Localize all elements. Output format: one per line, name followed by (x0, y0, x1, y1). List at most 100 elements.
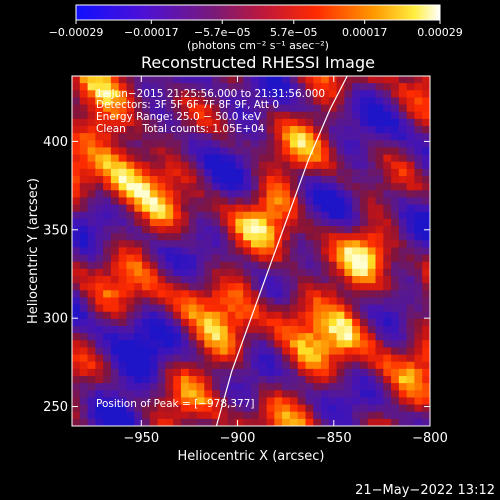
heatmap-cell (235, 297, 244, 305)
heatmap-cell (398, 76, 408, 84)
heatmap-cell (305, 97, 314, 105)
heatmap-cell (266, 97, 275, 105)
heatmap-cell (103, 104, 112, 113)
heatmap-cell (359, 154, 369, 163)
heatmap-cell (180, 118, 190, 127)
heatmap-cell (336, 304, 345, 313)
heatmap-cell (328, 161, 338, 170)
heatmap-cell (422, 354, 430, 363)
heatmap-cell (188, 361, 197, 370)
heatmap-cell (305, 390, 314, 398)
heatmap-cell (367, 218, 376, 227)
heatmap-cell (375, 326, 384, 334)
heatmap-cell (219, 240, 229, 248)
heatmap-cell (406, 247, 415, 255)
heatmap-cell (391, 318, 400, 327)
heatmap-cell (79, 176, 88, 184)
heatmap-cell (258, 304, 267, 313)
heatmap-cell (414, 411, 423, 420)
heatmap-cell (375, 118, 384, 127)
heatmap-cell (266, 268, 275, 277)
heatmap-cell (344, 126, 353, 134)
heatmap-cell (95, 211, 104, 220)
heatmap-cell (180, 283, 190, 291)
heatmap-cell (110, 140, 120, 148)
heatmap-cell (422, 140, 430, 148)
heatmap-cell (103, 197, 112, 205)
heatmap-cell (352, 154, 361, 163)
heatmap-cell (336, 204, 345, 213)
heatmap-cell (103, 211, 112, 220)
heatmap-cell (149, 404, 159, 413)
heatmap-cell (118, 368, 127, 377)
heatmap-cell (406, 111, 415, 120)
heatmap-cell (110, 147, 120, 155)
heatmap-cell (243, 133, 252, 141)
heatmap-cell (398, 418, 408, 426)
heatmap-cell (188, 354, 197, 363)
heatmap-cell (227, 76, 236, 84)
heatmap-cell (173, 197, 182, 205)
heatmap-cell (72, 397, 81, 405)
heatmap-cell (95, 76, 104, 84)
heatmap-cell (383, 161, 392, 170)
heatmap-cell (196, 383, 205, 391)
heatmap-cell (321, 283, 330, 291)
heatmap-cell (204, 268, 213, 277)
heatmap-cell (289, 261, 299, 270)
heatmap-cell (72, 411, 81, 420)
heatmap-cell (313, 333, 322, 341)
heatmap-cell (328, 411, 338, 420)
heatmap-cell (282, 226, 291, 234)
heatmap-cell (212, 147, 221, 155)
heatmap-cell (297, 333, 306, 341)
heatmap-cell (196, 404, 205, 413)
heatmap-cell (118, 361, 127, 370)
heatmap-cell (134, 104, 143, 113)
heatmap-cell (336, 361, 345, 370)
heatmap-cell (110, 261, 120, 270)
heatmap-cell (110, 111, 120, 120)
heatmap-cell (297, 318, 306, 327)
heatmap-cell (243, 97, 252, 105)
heatmap-cell (243, 304, 252, 313)
heatmap-cell (328, 140, 338, 148)
heatmap-cell (274, 311, 283, 320)
heatmap-cell (251, 411, 260, 420)
heatmap-cell (328, 240, 338, 248)
heatmap-cell (142, 133, 151, 141)
heatmap-cell (204, 383, 213, 391)
heatmap-cell (87, 347, 96, 355)
heatmap-cell (398, 311, 408, 320)
heatmap-cell (321, 233, 330, 241)
heatmap-cell (72, 354, 81, 363)
heatmap-cell (422, 376, 430, 384)
heatmap-cell (336, 283, 345, 291)
heatmap-cell (235, 140, 244, 148)
heatmap-cell (219, 161, 229, 170)
heatmap-cell (134, 161, 143, 170)
heatmap-cell (219, 126, 229, 134)
heatmap-cell (328, 233, 338, 241)
heatmap-cell (266, 83, 275, 91)
heatmap-cell (367, 111, 376, 120)
heatmap-cell (375, 240, 384, 248)
heatmap-cell (157, 326, 166, 334)
heatmap-cell (149, 347, 159, 355)
heatmap-cell (414, 161, 423, 170)
heatmap-cell (165, 97, 174, 105)
heatmap-cell (406, 254, 415, 263)
heatmap-cell (406, 168, 415, 177)
heatmap-cell (180, 218, 190, 227)
heatmap-cell (367, 276, 376, 284)
heatmap-cell (344, 361, 353, 370)
heatmap-cell (383, 140, 392, 148)
heatmap-cell (422, 318, 430, 327)
heatmap-cell (305, 276, 314, 284)
heatmap-cell (391, 304, 400, 313)
heatmap-cell (336, 211, 345, 220)
heatmap-cell (165, 176, 174, 184)
heatmap-cell (422, 111, 430, 120)
heatmap-cell (422, 233, 430, 241)
heatmap-cell (266, 126, 275, 134)
